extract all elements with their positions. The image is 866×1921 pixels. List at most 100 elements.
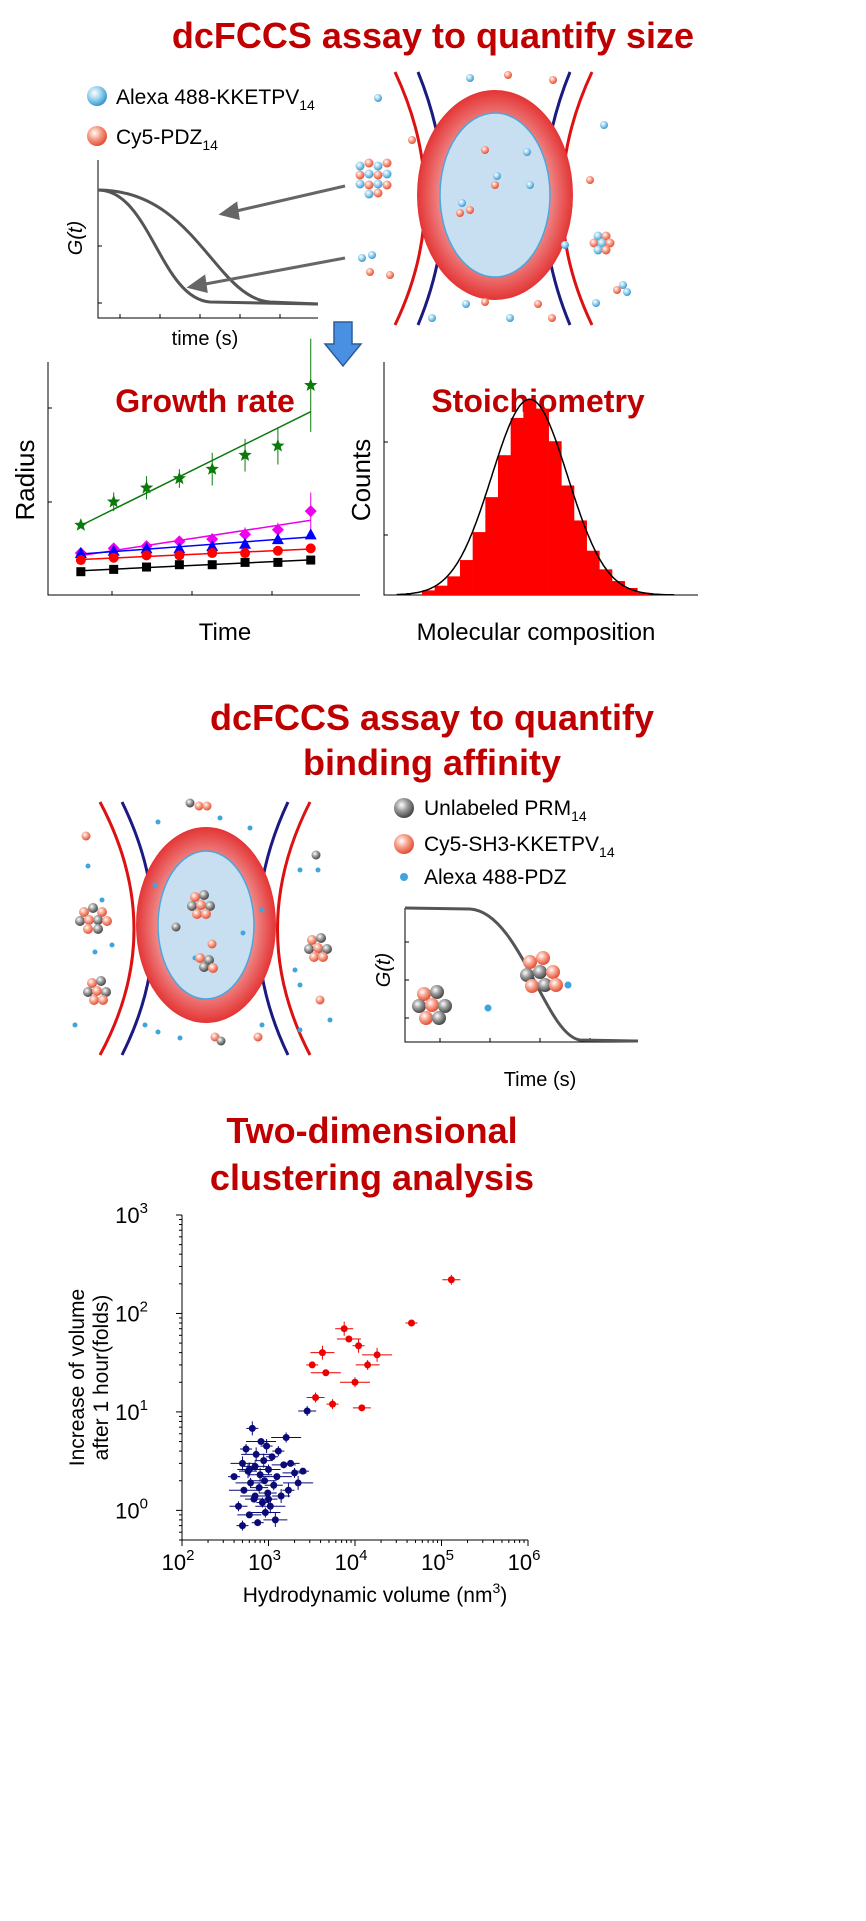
cluster-point-blue xyxy=(265,1466,272,1474)
growth-point-triangle xyxy=(271,533,284,545)
growth-point-triangle xyxy=(304,528,317,540)
section3-title-line2: clustering analysis xyxy=(210,1157,534,1198)
growth-point-star xyxy=(205,462,219,475)
cluster-point-blue xyxy=(255,1484,263,1492)
cluster-point-red xyxy=(322,1369,330,1377)
cluster-1a xyxy=(355,158,392,199)
time-axis-label-2: Time (s) xyxy=(504,1069,577,1091)
growth-point-triangle xyxy=(239,537,252,549)
cluster-point-red xyxy=(358,1404,366,1412)
cluster-2a xyxy=(75,903,112,934)
histogram-bar xyxy=(472,532,486,595)
growth-ylabel: Radius xyxy=(10,440,40,521)
cluster-point-blue xyxy=(294,1479,302,1487)
growth-point-diamond xyxy=(239,528,252,541)
x-tick-label: 102 xyxy=(162,1547,195,1575)
cluster-2d xyxy=(83,976,111,1005)
histogram-bar xyxy=(447,576,461,595)
cluster-point-blue xyxy=(252,1450,260,1458)
growth-point-circle xyxy=(174,550,185,561)
cluster-point-blue xyxy=(270,1481,278,1489)
histogram-bar xyxy=(422,590,435,595)
growth-fit-line-3 xyxy=(80,548,311,561)
legend-alexa-pdz-label: Alexa 488-PDZ xyxy=(424,866,567,889)
cluster-point-blue xyxy=(235,1502,243,1510)
cluster-point-red xyxy=(340,1325,348,1333)
growth-point-star xyxy=(74,518,88,531)
cluster-point-red xyxy=(355,1342,363,1350)
growth-point-square xyxy=(306,555,316,565)
section2-title-line1: dcFCCS assay to quantify xyxy=(210,697,654,738)
g-axis-label-2: G(t) xyxy=(373,953,395,987)
growth-fit-line-0 xyxy=(80,411,312,527)
particles-1 xyxy=(358,71,631,322)
focal-volume-blue xyxy=(439,112,551,278)
cluster-point-blue xyxy=(261,1509,269,1517)
complex-in-plot-left xyxy=(412,985,452,1025)
legend-prm-label: Unlabeled PRM14 xyxy=(424,797,587,824)
red-sphere-icon xyxy=(394,834,414,854)
histogram-bar xyxy=(498,455,511,595)
section2-legend: Unlabeled PRM14 Cy5-SH3-KKETPV14 Alexa 4… xyxy=(394,797,615,889)
cluster-point-blue xyxy=(303,1407,311,1415)
cluster-plot: 102 103 104 105 106 100 101 102 103 Hydrodynamic … xyxy=(66,1200,540,1607)
growth-title: Growth rate xyxy=(115,383,295,419)
growth-point-star xyxy=(139,480,154,494)
correlation-curve-fast xyxy=(97,188,319,306)
growth-point-square xyxy=(174,560,184,570)
cluster-point-red xyxy=(373,1351,381,1359)
growth-point-circle xyxy=(305,543,316,554)
blue-dot-in-plot xyxy=(484,1004,492,1012)
growth-point-circle xyxy=(272,545,283,556)
histogram-bar xyxy=(599,569,613,595)
histogram-bar xyxy=(460,560,473,595)
x-tick-label: 105 xyxy=(421,1547,454,1575)
histogram-bar xyxy=(561,485,575,595)
complex-in-plot-right xyxy=(520,951,563,993)
cluster-point-blue xyxy=(251,1492,259,1500)
legend-cy5-label: Cy5-PDZ14 xyxy=(116,126,218,153)
cluster-point-blue xyxy=(274,1447,282,1455)
growth-fit-line-1 xyxy=(80,519,311,557)
cluster-point-blue xyxy=(266,1502,274,1510)
histogram-bar xyxy=(624,588,638,595)
cluster-point-red xyxy=(408,1319,416,1327)
growth-point-circle xyxy=(207,548,218,559)
stoich-ylabel: Counts xyxy=(346,439,376,521)
growth-fit-line-2 xyxy=(80,536,311,555)
growth-point-diamond xyxy=(206,533,219,546)
growth-point-diamond xyxy=(271,523,284,536)
growth-point-square xyxy=(273,557,283,567)
pointer-arrows xyxy=(186,184,346,293)
cluster-point-blue xyxy=(245,1511,253,1519)
cluster-point-blue xyxy=(251,1462,259,1470)
cluster-point-blue xyxy=(280,1461,288,1469)
growth-point-circle xyxy=(75,555,86,566)
growth-point-triangle xyxy=(173,542,186,554)
correlation-curve-slow xyxy=(97,188,319,306)
cluster-ylabel-line2: after 1 hour(folds) xyxy=(90,1295,113,1461)
cluster-point-blue xyxy=(260,1457,268,1465)
histogram-bar xyxy=(485,497,499,595)
blue-dot-icon xyxy=(400,873,408,881)
legend-cy5-sh3-label: Cy5-SH3-KKETPV14 xyxy=(424,833,615,860)
blue-dot-in-plot-2 xyxy=(564,981,572,989)
growth-point-triangle xyxy=(74,547,87,559)
growth-point-triangle xyxy=(140,542,153,554)
cluster-point-red xyxy=(364,1361,372,1369)
growth-point-circle xyxy=(141,550,152,561)
y-tick-label: 102 xyxy=(115,1298,148,1326)
confocal-volume-1 xyxy=(393,71,594,326)
growth-xlabel: Time xyxy=(199,619,251,646)
cluster-point-blue xyxy=(291,1469,299,1477)
legend-alexa-label: Alexa 488-KKETPV14 xyxy=(116,86,315,113)
cluster-1b xyxy=(589,231,615,255)
histogram-bar xyxy=(434,585,448,595)
growth-point-square xyxy=(76,567,86,577)
growth-point-square xyxy=(109,564,119,574)
growth-point-circle xyxy=(240,548,251,559)
cluster-point-blue xyxy=(238,1459,246,1467)
histogram-bar xyxy=(574,520,587,595)
cluster-point-blue xyxy=(254,1519,262,1527)
